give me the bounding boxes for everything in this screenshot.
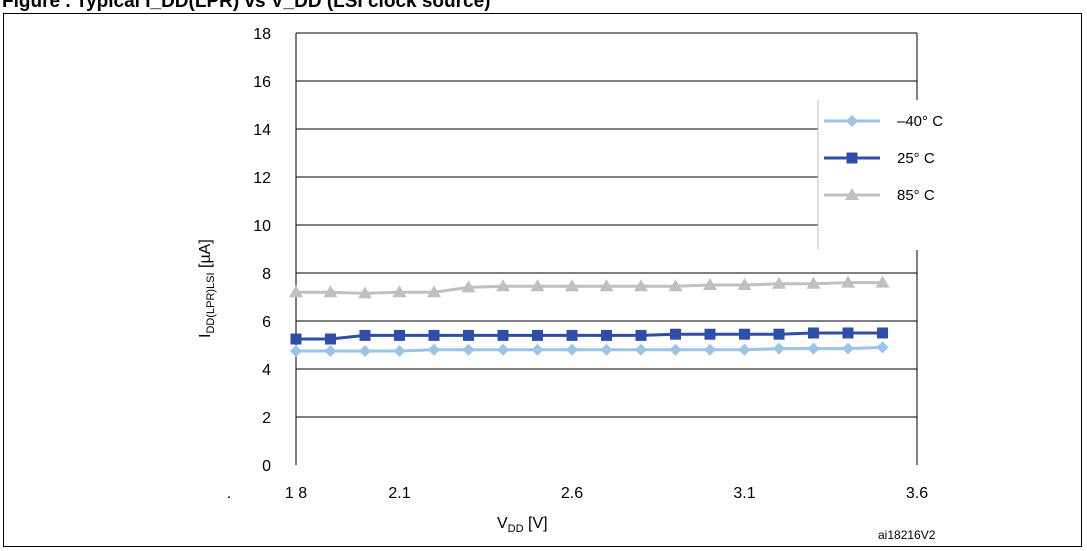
series-1	[290, 327, 888, 345]
data-point	[875, 275, 890, 288]
data-point	[808, 327, 819, 339]
data-point	[704, 328, 716, 340]
data-point	[428, 329, 440, 341]
data-point	[497, 343, 509, 356]
x-axis-label: VDD [V]	[497, 515, 548, 535]
data-point	[877, 327, 888, 339]
x-tick-label: 2.1	[388, 485, 410, 502]
legend-label: 85° C	[897, 187, 935, 204]
x-stray-mark: .	[227, 485, 231, 502]
x-tick-label: 3.1	[733, 485, 755, 502]
y-tick-label: 14	[253, 122, 271, 139]
data-point	[532, 329, 543, 341]
data-point	[670, 328, 681, 340]
data-point	[772, 276, 786, 289]
data-point	[461, 280, 476, 293]
data-point	[599, 279, 614, 292]
data-point	[773, 342, 785, 355]
y-axis-label: IDD(LPR)LSI [µA]	[197, 239, 217, 338]
data-point	[739, 328, 750, 340]
y-tick-labels: 0 2 4 6 8 10 12 14 16 18	[253, 26, 271, 475]
data-point	[530, 279, 545, 292]
series-2	[289, 275, 890, 299]
data-point	[531, 343, 544, 356]
data-point	[807, 342, 820, 355]
data-point	[358, 286, 372, 299]
data-point	[290, 345, 302, 357]
y-tick-label: 16	[253, 74, 271, 91]
data-point	[634, 279, 648, 292]
data-point	[290, 333, 302, 345]
data-point	[359, 345, 371, 357]
series-0	[290, 341, 889, 357]
data-point	[359, 329, 371, 341]
x-tick-label: 3.6	[906, 485, 928, 502]
figure-header-text: Figure . Typical I_DD(LPR) vs V_DD (LSI …	[2, 0, 491, 12]
legend-label: –40° C	[897, 113, 943, 130]
y-tick-label: 6	[262, 314, 271, 331]
legend-label: 25° C	[897, 150, 935, 167]
legend-marker	[846, 152, 858, 164]
data-point	[462, 343, 475, 356]
data-point	[325, 333, 336, 345]
data-point	[289, 285, 303, 298]
y-tick-label: 2	[262, 410, 271, 427]
data-point	[324, 345, 337, 357]
data-point	[773, 328, 785, 340]
data-point	[842, 342, 854, 355]
data-point	[842, 327, 854, 339]
data-point	[876, 341, 889, 354]
data-point	[565, 279, 579, 292]
series-line	[296, 281, 883, 295]
data-point	[496, 279, 510, 292]
x-tick-labels: 1 8 2.1 2.6 3.1 3.6	[285, 485, 928, 502]
data-point	[600, 343, 613, 356]
y-tick-label: 8	[262, 266, 271, 283]
data-point	[497, 329, 509, 341]
x-tick-label: 1 8	[285, 485, 307, 502]
legend-marker	[846, 115, 858, 127]
data-point	[703, 278, 717, 290]
data-point	[668, 279, 683, 292]
figure-header: Figure . Typical I_DD(LPR) vs V_DD (LSI …	[0, 0, 1087, 14]
chart-frame	[3, 13, 1082, 547]
y-tick-label: 0	[262, 458, 271, 475]
legend-background	[818, 100, 923, 250]
series-line	[296, 345, 883, 353]
y-tick-label: 4	[262, 362, 271, 379]
data-point	[427, 285, 441, 298]
data-point	[392, 285, 407, 298]
data-point	[738, 343, 751, 356]
series-group	[289, 275, 890, 357]
data-point	[806, 276, 821, 289]
data-point	[394, 329, 405, 341]
y-tick-label: 12	[253, 170, 271, 187]
data-point	[635, 329, 647, 341]
figure-reference: ai18216V2	[878, 528, 936, 542]
data-point	[841, 275, 855, 288]
series-line	[296, 331, 883, 341]
y-tick-label: 10	[253, 218, 271, 235]
data-point	[566, 329, 578, 341]
data-point	[566, 343, 578, 356]
y-tick-label: 18	[253, 26, 271, 43]
legend: –40° C 25° C 85° C	[817, 100, 943, 250]
data-point	[635, 343, 647, 356]
legend-marker	[845, 188, 859, 200]
data-point	[704, 343, 716, 356]
data-point	[463, 329, 474, 341]
data-point	[323, 285, 338, 298]
data-point	[393, 345, 406, 357]
x-tick-label: 2.6	[561, 485, 583, 502]
data-point	[601, 329, 612, 341]
data-point	[737, 278, 752, 290]
data-point	[669, 343, 682, 356]
data-point	[428, 343, 440, 356]
